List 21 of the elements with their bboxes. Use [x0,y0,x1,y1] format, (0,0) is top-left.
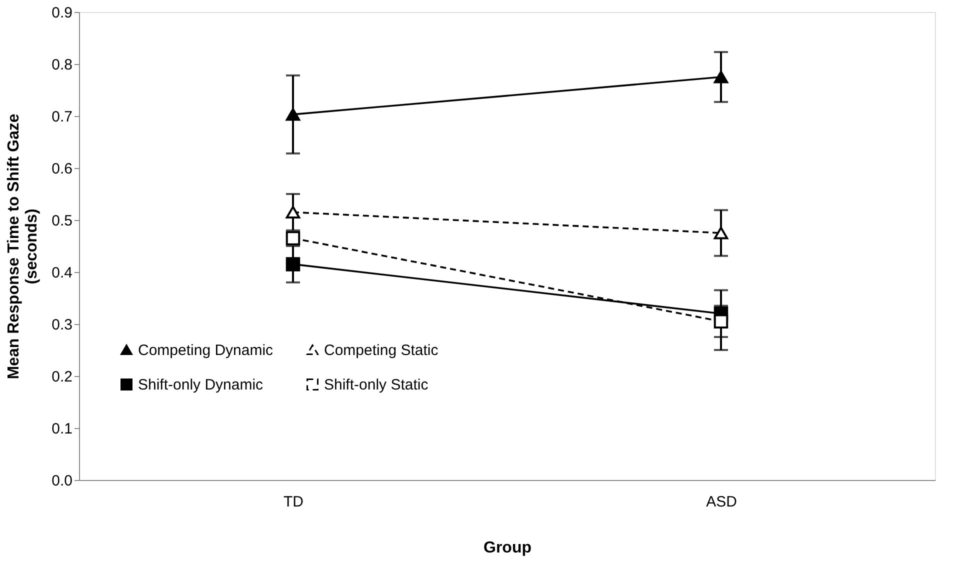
point [286,231,300,246]
legend-label: Competing Dynamic [138,342,274,359]
legend-label: Competing Static [324,342,439,359]
y-axis-title: Mean Response Time to Shift Gaze (seconds) [6,114,41,380]
y-tick-label: 0.3 [52,316,72,334]
legend-label: Shift-only Static [324,376,429,394]
y-tick-label: 0.2 [52,368,72,386]
x-tick-label: TD [284,494,304,510]
y-tick-label: 0.9 [52,4,72,22]
y-tick-label: 0.5 [52,212,72,230]
legend-label: Shift-only Dynamic [138,376,264,394]
point [286,257,300,272]
y-tick-label: 0.1 [52,420,72,438]
y-tick-label: 0.8 [52,56,72,74]
y-tick-label: 0.7 [52,108,72,126]
y-tick-label: 0.6 [52,160,72,178]
x-tick-label: ASD [706,494,738,510]
y-tick-label: 0.0 [52,472,72,490]
x-axis-title: Group [484,540,532,556]
y-tick-label: 0.4 [52,264,72,282]
point [714,314,728,329]
